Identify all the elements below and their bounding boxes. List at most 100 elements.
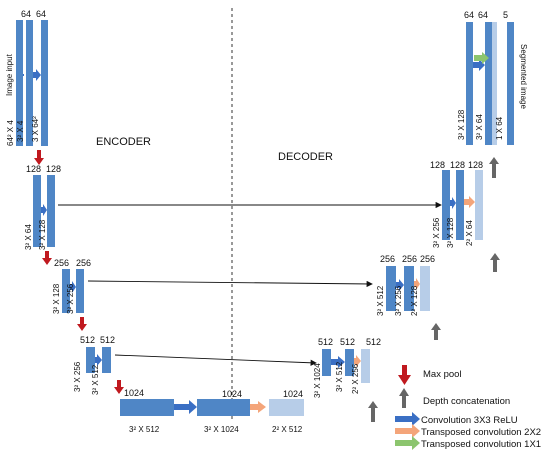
d3-conv-arrow — [396, 279, 404, 291]
d1-dim-label-1: 3² X 128 — [457, 109, 466, 140]
d3-channel-label-2: 256 — [402, 254, 417, 264]
d4-concat-arrow — [368, 401, 378, 422]
e3-dim-label-2: 3² X 256 — [66, 283, 75, 314]
e1-channel-label-2: 64 — [36, 9, 46, 19]
d2-concat-arrow — [490, 253, 500, 272]
d3-tconv2-arrow — [414, 278, 420, 290]
maxpool-arrow-2 — [42, 251, 52, 265]
input-block — [16, 20, 23, 146]
legend-concat-icon — [399, 388, 409, 408]
d2-block-2 — [456, 170, 464, 240]
d1-channel-label-2: 64 — [478, 10, 488, 20]
d3-dim-label-2: 3² X 256 — [394, 285, 403, 316]
e2-dim-label-1: 3² X 64 — [24, 224, 33, 250]
d3-block-2 — [404, 266, 414, 311]
legend-tconv1-icon — [395, 436, 420, 450]
d4-channel-label-3: 512 — [366, 337, 381, 347]
d1-channel-label-1: 64 — [464, 10, 474, 20]
decoder-title: DECODER — [278, 151, 333, 163]
bottleneck-conv-arrow — [174, 400, 197, 414]
e1-dim-label-2: 3² X 4 — [16, 120, 25, 142]
d1-block-3 — [507, 22, 514, 145]
d4-conv-arrow — [331, 356, 345, 368]
e3-block-1 — [62, 269, 70, 313]
d4-dim-label-3: 2² X 256 — [351, 363, 360, 394]
e1-channel-label-1: 64 — [21, 9, 31, 19]
bottleneck-block-2 — [197, 399, 250, 416]
d3-block-3 — [420, 266, 430, 311]
legend-tconv1-label: Transposed convolution 1X1 — [421, 439, 541, 450]
bottleneck-channel-label-2: 1024 — [222, 389, 242, 399]
bottleneck-dim-label-3: 2² X 512 — [272, 425, 303, 434]
d3-dim-label-1: 3² X 512 — [376, 285, 385, 316]
legend-maxpool-icon — [398, 365, 411, 385]
legend-conv-icon — [395, 412, 420, 426]
bottleneck-tconv2-arrow — [250, 401, 266, 413]
e3-channel-label-1: 256 — [54, 258, 69, 268]
e4-dim-label-2: 3² X 512 — [91, 364, 100, 395]
e3-block-2 — [76, 269, 84, 313]
e4-block-1 — [86, 347, 95, 373]
d4-block-3 — [361, 349, 370, 383]
d1-block-1 — [466, 22, 473, 145]
e4-dim-label-1: 3² X 256 — [73, 361, 82, 392]
output-label: Segmented image — [519, 44, 528, 109]
skip-connection-3 — [87, 280, 373, 288]
e1-dim-label-1: 64² X 4 — [6, 120, 15, 146]
d1-block-light — [492, 22, 497, 145]
d2-channel-label-1: 128 — [430, 160, 445, 170]
e2-conv-arrow — [41, 204, 47, 216]
d1-block-2 — [485, 22, 492, 145]
maxpool-arrow-3 — [77, 317, 87, 331]
d2-dim-label-3: 2² X 64 — [465, 220, 474, 246]
d3-block-1 — [386, 266, 396, 311]
d2-channel-label-2: 128 — [450, 160, 465, 170]
e4-channel-label-2: 512 — [100, 335, 115, 345]
bottleneck-block-3 — [269, 399, 304, 416]
input-label: Image input — [5, 53, 14, 96]
d2-dim-label-2: 3² X 128 — [446, 217, 455, 248]
legend-tconv2-label: Transposed convolution 2X2 — [421, 427, 541, 438]
bottleneck-channel-label-1: 1024 — [124, 388, 144, 398]
skip-connection-4 — [114, 354, 317, 366]
e2-channel-label-2: 128 — [46, 164, 61, 174]
d2-conv-arrow — [450, 197, 456, 209]
bottleneck-dim-label-2: 3² X 1024 — [204, 425, 239, 434]
d4-tconv2-arrow — [354, 355, 361, 367]
e1-conv-arrow-2 — [33, 69, 41, 81]
e4-block-2 — [102, 347, 111, 373]
e3-dim-label-1: 3² X 128 — [52, 283, 61, 314]
e2-block-2 — [47, 175, 55, 247]
maxpool-arrow-4 — [114, 380, 124, 394]
d4-channel-label-2: 512 — [340, 337, 355, 347]
legend-concat-label: Depth concatenation — [423, 396, 510, 407]
maxpool-arrow-1 — [34, 150, 44, 165]
d1-tconv1-arrow — [474, 52, 489, 64]
d1-dim-label-2: 3² X 64 — [475, 114, 484, 140]
d2-block-1 — [442, 170, 450, 240]
d1-dim-label-3: 1 X 64 — [495, 116, 504, 140]
d3-channel-label-3: 256 — [420, 254, 435, 264]
d3-dim-label-3: 2² X 128 — [410, 285, 419, 316]
d1-channel-label-3: 5 — [503, 10, 508, 20]
legend-maxpool-label: Max pool — [423, 369, 462, 380]
e3-conv-arrow — [70, 281, 76, 293]
e4-conv-arrow — [95, 354, 102, 366]
d4-block-2 — [345, 349, 354, 376]
bottleneck-channel-label-3: 1024 — [283, 389, 303, 399]
d4-dim-label-1: 3² X 1024 — [313, 363, 322, 398]
legend-conv-label: Convolution 3X3 ReLU — [421, 415, 518, 426]
d2-tconv2-arrow — [464, 196, 475, 208]
d2-channel-label-3: 128 — [468, 160, 483, 170]
e2-dim-label-2: 3² X 128 — [38, 219, 47, 250]
e4-channel-label-1: 512 — [80, 335, 95, 345]
d4-block-1 — [322, 349, 331, 376]
d2-block-3 — [475, 170, 483, 240]
encoder-title: ENCODER — [96, 136, 151, 148]
d1-concat-arrow — [489, 157, 499, 178]
bottleneck-dim-label-1: 3² X 512 — [129, 425, 160, 434]
d4-dim-label-2: 3² X 512 — [335, 361, 344, 392]
e2-block-1 — [33, 175, 41, 247]
